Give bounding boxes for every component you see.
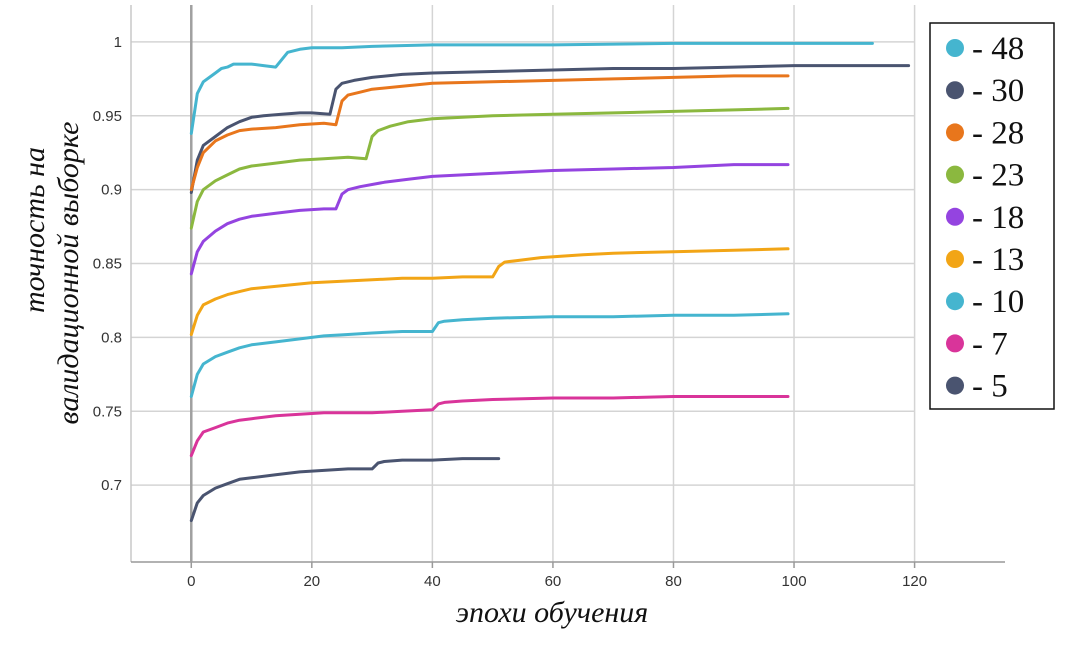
series-line-7 [189,312,790,398]
legend-marker [946,292,964,311]
series-line-4 [189,106,790,230]
y-tick-label: 0.9 [101,182,122,199]
y-tick-label: 0.85 [93,256,122,273]
legend-label: - 13 [972,242,1024,278]
legend-marker [946,39,964,57]
series-line-8 [189,395,790,458]
series-line-6 [189,247,790,336]
x-tick-label: 60 [545,573,562,590]
legend-label: - 18 [972,200,1024,236]
legend-marker [946,376,964,395]
legend-marker [946,123,964,142]
series-line-2 [189,64,911,195]
legend-label: - 10 [972,284,1024,320]
legend: - 48 - 30 - 28 - 23 - 18 - 13 - 10 - 7 - 5 [929,22,1055,410]
y-axis-label-line1: точность на [18,147,51,313]
y-tick-label: 0.7 [101,477,122,494]
legend-marker [946,81,964,100]
x-tick-label: 80 [665,573,682,590]
legend-marker [946,250,964,268]
y-tick-label: 0.95 [93,108,122,125]
y-tick-label: 1 [114,34,122,51]
legend-marker [946,165,964,184]
legend-label: - 48 [972,31,1024,67]
legend-label: - 30 [972,73,1024,109]
legend-label: - 28 [972,115,1024,151]
x-tick-label: 120 [902,573,927,590]
legend-marker [946,334,964,353]
legend-marker [946,207,964,226]
series-line-5 [189,163,790,276]
legend-label: - 5 [972,369,1008,405]
legend-items: - 48 - 30 - 28 - 23 - 18 - 13 - 10 - 7 - 5 [946,31,1024,405]
y-tick-label: 0.8 [101,329,122,346]
x-tick-label: 0 [187,573,195,590]
x-tick-label: 100 [782,573,807,590]
tick-labels: 0 20 40 60 80 100 120 0.7 0.75 0.8 0.85 0.9 0.95 1 [93,34,927,590]
series-line-1 [189,41,874,135]
y-axis-label-line2: валидационной выборке [52,122,85,425]
x-axis-label: эпохи обучения [456,596,649,629]
y-tick-label: 0.75 [93,403,122,420]
axes [130,5,1005,568]
series-line-9 [189,457,501,523]
x-tick-label: 20 [303,573,320,590]
x-tick-label: 40 [424,573,441,590]
legend-label: - 7 [972,326,1008,362]
legend-label: - 23 [972,158,1024,194]
series-line-3 [189,74,790,192]
series-lines [189,41,911,523]
